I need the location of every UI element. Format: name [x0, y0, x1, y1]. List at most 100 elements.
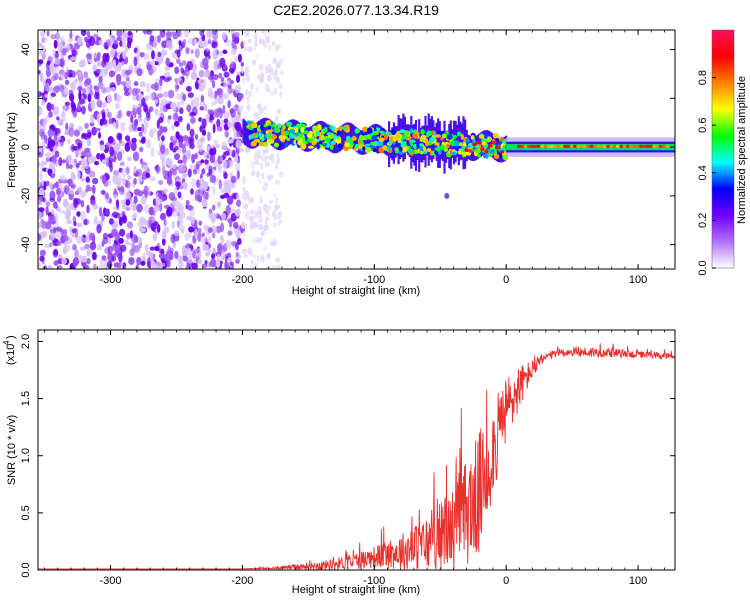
noise-mark [153, 35, 158, 43]
noise-mark [115, 199, 120, 208]
noise-mark [118, 216, 123, 226]
noise-mark [92, 251, 97, 261]
signal-band-mark [277, 123, 281, 128]
noise-mark [216, 118, 221, 128]
x-tick-label: -300 [100, 274, 122, 286]
noise-mark [172, 210, 179, 218]
noise-mark [163, 91, 169, 98]
signal-band-mark [297, 140, 303, 146]
noise-mark [257, 255, 260, 262]
noise-mark [201, 168, 206, 175]
noise-mark [219, 57, 226, 68]
noise-mark [174, 66, 180, 75]
signal-line-mark [549, 144, 555, 148]
noise-mark [248, 38, 252, 44]
noise-mark [277, 211, 281, 220]
signal-line-mark [530, 144, 535, 148]
noise-mark [142, 30, 149, 35]
noise-mark [273, 76, 278, 81]
noise-mark [217, 88, 224, 99]
noise-mark [267, 205, 272, 211]
noise-mark [86, 204, 90, 214]
signal-band-mark [253, 127, 257, 134]
noise-mark [256, 171, 260, 179]
noise-mark [175, 131, 180, 140]
noise-mark [171, 220, 175, 230]
signal-band-mark [312, 125, 318, 132]
noise-mark [254, 160, 260, 166]
noise-mark [254, 36, 258, 44]
noise-mark [179, 141, 183, 148]
noise-mark [83, 71, 88, 79]
noise-mark [202, 129, 207, 136]
y-tick-label: 20 [20, 92, 32, 104]
noise-mark [199, 106, 205, 111]
noise-mark [44, 93, 48, 99]
noise-mark [261, 30, 266, 34]
noise-mark [253, 45, 257, 52]
noise-mark [112, 59, 117, 69]
noise-mark [144, 109, 151, 115]
noise-mark [229, 261, 235, 266]
noise-mark [154, 245, 160, 252]
noise-mark [250, 215, 254, 223]
signal-band-mark [251, 123, 255, 128]
noise-mark [77, 171, 81, 180]
noise-mark [279, 219, 283, 225]
noise-mark [112, 193, 118, 200]
signal-line-mark [517, 144, 522, 148]
noise-mark [49, 197, 56, 202]
noise-mark [77, 185, 83, 195]
noise-mark [52, 106, 60, 116]
noise-mark [156, 93, 164, 98]
noise-mark [51, 103, 55, 111]
noise-mark [78, 79, 84, 87]
signal-band-mark [383, 129, 386, 154]
noise-mark [44, 152, 52, 158]
signal-band-mark [486, 130, 489, 155]
noise-mark [63, 85, 69, 96]
signal-band-mark [335, 138, 342, 144]
noise-mark [83, 218, 88, 226]
spectrogram-y-axis: -40 -20 0 20 40 [20, 43, 675, 253]
noise-mark [229, 63, 235, 70]
noise-mark [133, 165, 137, 174]
noise-mark [176, 77, 182, 82]
signal-band-mark [468, 149, 473, 153]
noise-mark [186, 204, 194, 211]
noise-mark [81, 105, 86, 115]
noise-mark [102, 232, 109, 240]
noise-mark [222, 159, 228, 170]
noise-mark [113, 205, 117, 211]
signal-line-mark [599, 144, 605, 148]
signal-band-mark [365, 128, 369, 154]
noise-mark [228, 67, 235, 74]
noise-mark [198, 259, 203, 265]
noise-mark [248, 89, 252, 98]
noise-mark [96, 53, 101, 62]
noise-mark [198, 144, 203, 152]
noise-mark [158, 180, 164, 185]
signal-band-mark [345, 122, 348, 148]
noise-mark [67, 155, 72, 165]
colorbar-gradient [712, 30, 734, 268]
noise-mark [167, 170, 173, 178]
signal-band-mark [493, 148, 497, 155]
noise-mark [227, 121, 232, 129]
noise-mark [214, 96, 219, 104]
noise-mark [278, 171, 284, 178]
noise-mark [173, 146, 179, 151]
noise-mark [72, 257, 78, 268]
signal-band-mark [487, 153, 492, 157]
noise-mark [229, 79, 235, 85]
noise-mark [125, 199, 131, 206]
signal-band-mark [481, 141, 487, 146]
noise-mark [61, 257, 67, 265]
noise-mark [264, 31, 268, 37]
noise-mark [38, 59, 44, 65]
signal-band-mark [382, 145, 388, 150]
noise-mark [113, 221, 119, 229]
noise-mark [226, 38, 231, 47]
signal-band-mark [451, 134, 458, 139]
noise-mark [91, 126, 97, 136]
